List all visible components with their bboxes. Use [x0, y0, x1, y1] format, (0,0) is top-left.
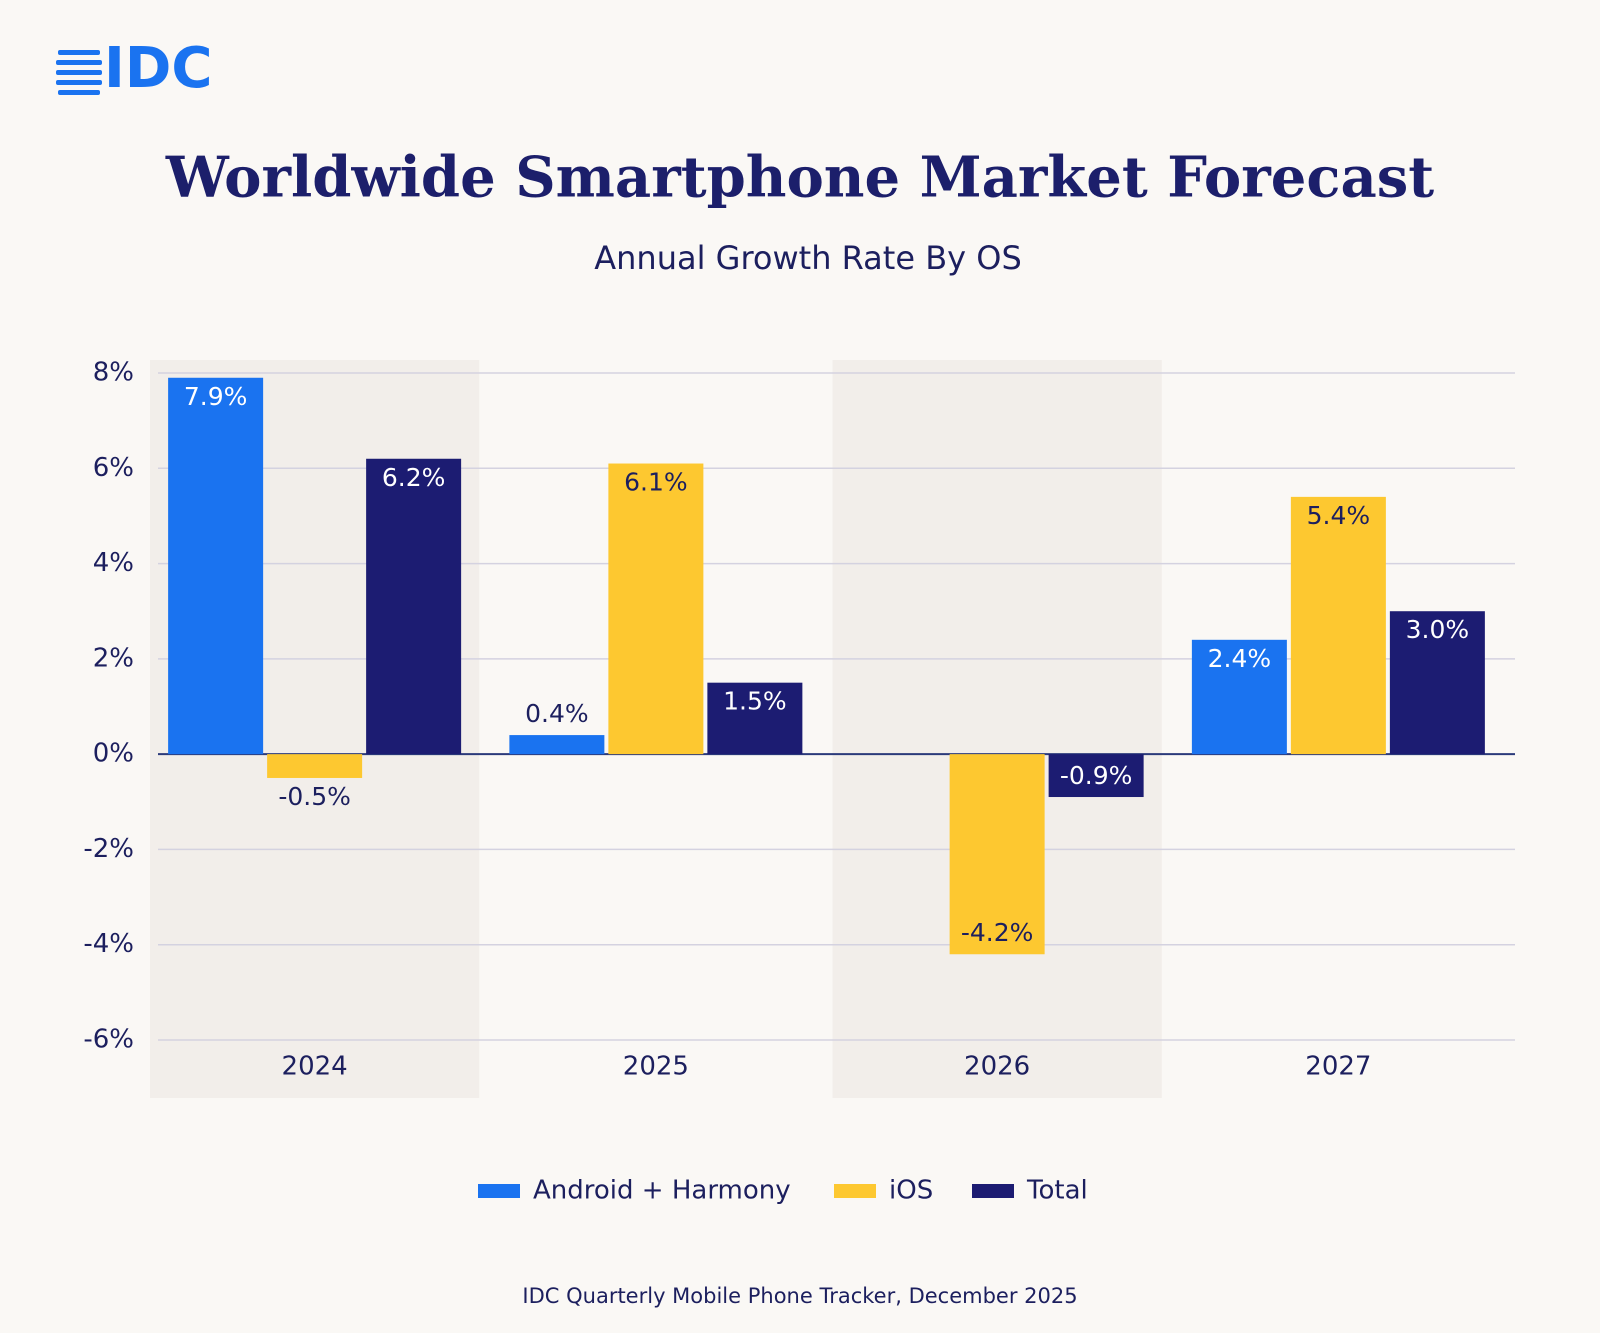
chart-subtitle: Annual Growth Rate By OS: [594, 239, 1022, 277]
logo: IDC: [104, 36, 212, 101]
chart-title: Worldwide Smartphone Market Forecast: [165, 145, 1434, 211]
category-band: [832, 360, 1162, 1098]
source: IDC Quarterly Mobile Phone Tracker, Dece…: [522, 1284, 1077, 1308]
legend-swatch: [972, 1184, 1014, 1198]
legend-swatch: [478, 1184, 520, 1198]
x-tick-label: 2024: [282, 1052, 348, 1082]
data-label: 6.1%: [624, 468, 688, 497]
bar: [949, 754, 1045, 955]
data-label: 6.2%: [382, 463, 446, 492]
bar: [608, 463, 704, 755]
y-tick-label: 4%: [93, 548, 134, 578]
bar: [707, 682, 803, 755]
bar: [1048, 754, 1144, 798]
bar: [1290, 496, 1386, 755]
data-label: -0.9%: [1060, 761, 1133, 790]
legend-swatch: [834, 1184, 876, 1198]
x-tick-label: 2025: [623, 1052, 689, 1082]
y-tick-label: 2%: [93, 643, 134, 673]
bar: [366, 458, 462, 755]
y-tick-label: 6%: [93, 453, 134, 483]
data-label: 7.9%: [184, 382, 248, 411]
bar: [267, 754, 363, 778]
bar: [509, 735, 605, 755]
legend-label: Android + Harmony: [533, 1176, 791, 1206]
data-label: 1.5%: [723, 687, 787, 716]
bar: [1191, 639, 1287, 755]
x-tick-label: 2027: [1305, 1052, 1371, 1082]
data-label: 5.4%: [1307, 501, 1371, 530]
bar: [1389, 611, 1485, 755]
y-tick-label: -6%: [83, 1025, 134, 1055]
data-label: 2.4%: [1208, 644, 1272, 673]
y-tick-label: -4%: [83, 929, 134, 959]
data-label: -4.2%: [961, 918, 1034, 947]
y-tick-label: -2%: [83, 834, 134, 864]
legend-label: iOS: [889, 1176, 933, 1206]
logo-mark: [56, 50, 102, 95]
y-tick-label: 8%: [93, 358, 134, 388]
y-tick-label: 0%: [93, 739, 134, 769]
x-tick-label: 2026: [964, 1052, 1030, 1082]
data-label: -0.5%: [278, 782, 351, 811]
legend-label: Total: [1026, 1176, 1088, 1206]
data-label: 0.4%: [525, 699, 589, 728]
bar: [168, 377, 264, 755]
data-label: 3.0%: [1406, 615, 1470, 644]
